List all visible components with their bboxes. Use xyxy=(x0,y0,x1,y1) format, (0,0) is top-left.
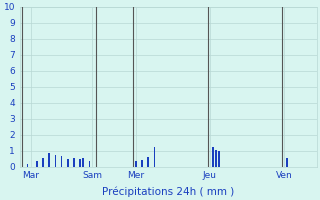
Bar xyxy=(27,164,28,167)
Bar xyxy=(48,153,50,167)
Bar xyxy=(36,161,38,167)
Bar xyxy=(141,160,143,167)
Bar xyxy=(215,150,217,167)
Bar xyxy=(73,158,75,167)
Bar xyxy=(286,158,288,167)
Bar xyxy=(79,159,81,167)
Bar xyxy=(147,157,149,167)
Bar xyxy=(154,147,155,167)
Bar xyxy=(212,147,214,167)
Bar xyxy=(89,161,90,167)
Bar xyxy=(219,151,220,167)
Bar xyxy=(135,161,137,167)
Bar xyxy=(67,159,68,167)
Bar xyxy=(42,158,44,167)
Bar xyxy=(83,158,84,167)
X-axis label: Précipitations 24h ( mm ): Précipitations 24h ( mm ) xyxy=(102,186,234,197)
Bar xyxy=(61,156,62,167)
Bar xyxy=(55,155,56,167)
